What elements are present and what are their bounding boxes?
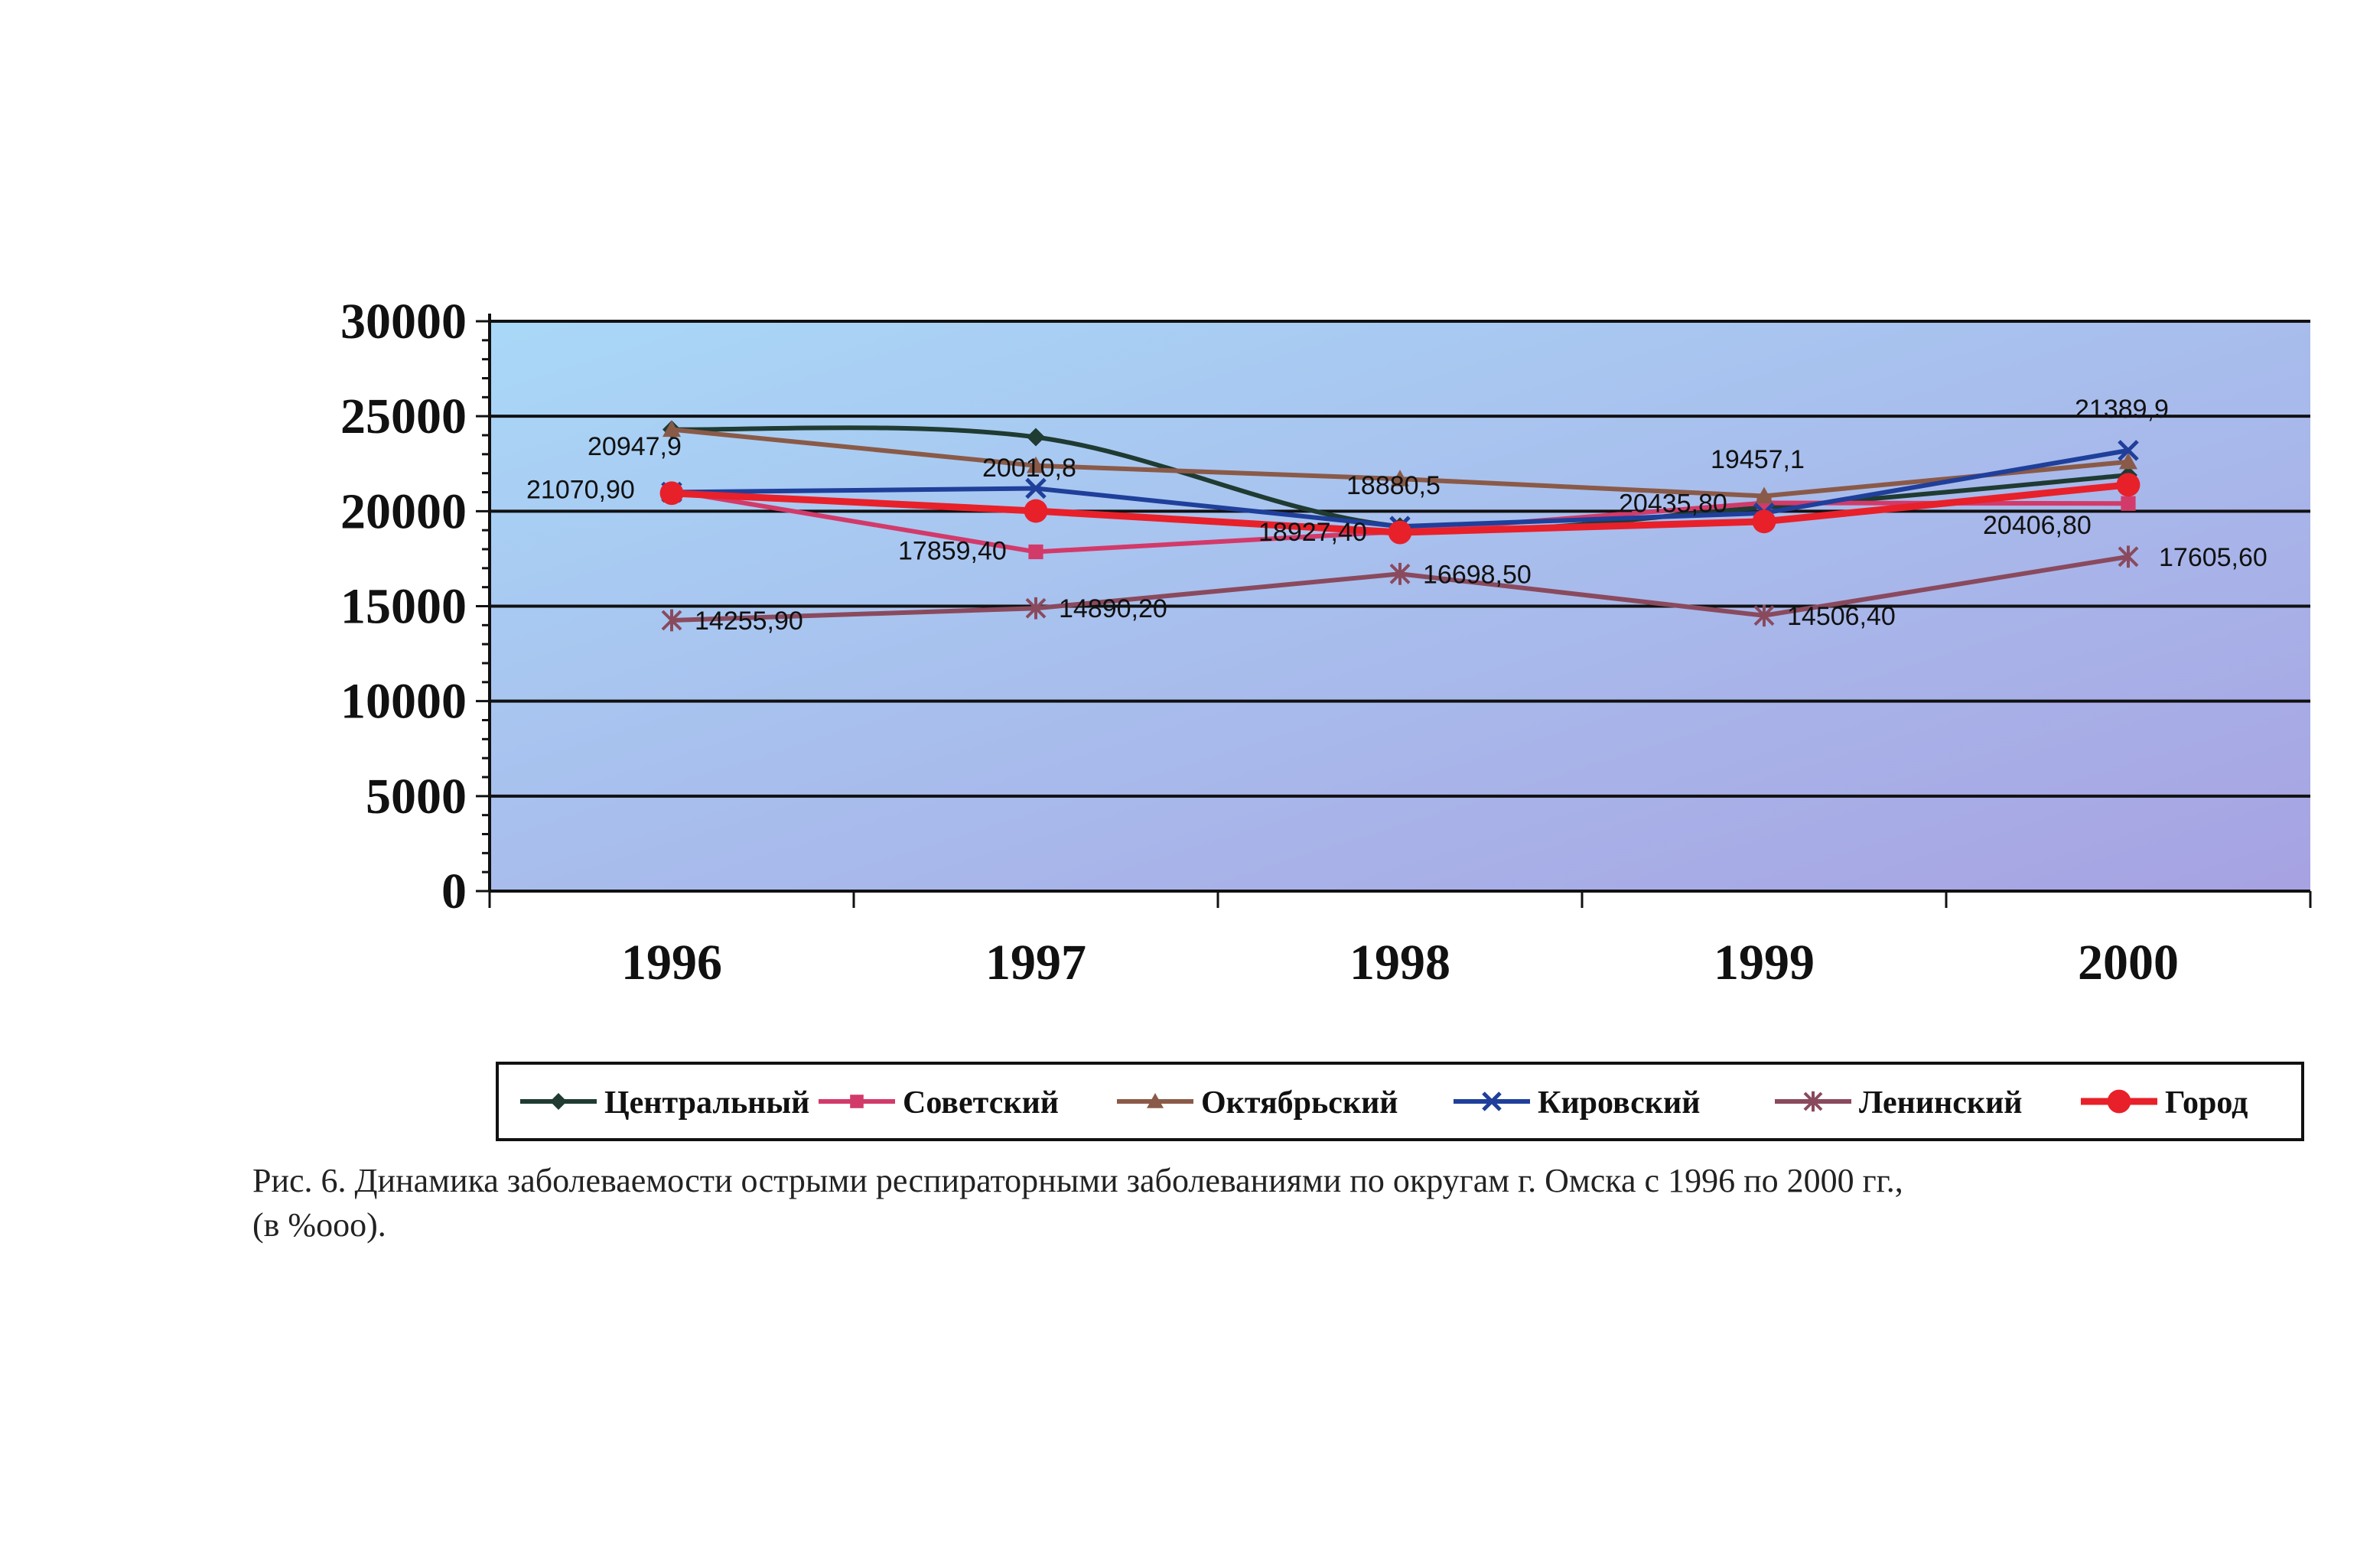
- data-point: [662, 420, 681, 438]
- data-label: 20010,8: [982, 454, 1076, 483]
- data-point: [1482, 1091, 1502, 1111]
- legend-label: Центральный: [604, 1085, 809, 1121]
- data-point: [1391, 470, 1409, 486]
- legend-label: Октябрьский: [1201, 1085, 1398, 1121]
- x-tick-label: 1997: [985, 935, 1086, 991]
- y-tick-label: 5000: [366, 769, 467, 825]
- legend-entry: Кировский: [1454, 1085, 1700, 1121]
- legend-label: Кировский: [1538, 1085, 1700, 1121]
- caption-line-1: Рис. 6. Динамика заболеваемости острыми …: [252, 1162, 1903, 1199]
- data-label: 20947,9: [588, 432, 682, 461]
- data-point: [1753, 604, 1775, 627]
- data-point: [550, 1093, 567, 1110]
- figure-caption: Рис. 6. Динамика заболеваемости острыми …: [252, 1159, 2318, 1248]
- data-point: [1755, 486, 1773, 504]
- y-tick-label: 0: [441, 864, 467, 919]
- data-label: 19457,1: [1711, 445, 1805, 474]
- data-point: [1027, 456, 1045, 473]
- data-point: [1028, 544, 1043, 560]
- y-tick-label: 10000: [340, 674, 467, 730]
- data-label: 14255,90: [695, 607, 803, 636]
- legend-entry: Город: [2081, 1085, 2248, 1121]
- data-point: [1024, 499, 1048, 523]
- series-Ленинский: [661, 545, 2139, 632]
- data-label: 14506,40: [1787, 602, 1896, 631]
- series-Город: [659, 473, 2141, 545]
- y-tick-label: 25000: [340, 389, 467, 444]
- data-point: [2119, 452, 2137, 470]
- data-label: 20406,80: [1983, 511, 2092, 540]
- data-point: [1803, 1091, 1823, 1112]
- data-point: [1025, 477, 1047, 499]
- data-label: 18927,40: [1258, 518, 1367, 547]
- legend-entry: Ленинский: [1775, 1085, 2023, 1121]
- caption-line-2: (в %ооо).: [252, 1206, 386, 1244]
- x-tick-label: 1996: [621, 935, 722, 991]
- legend-label: Советский: [903, 1085, 1059, 1121]
- x-tick-label: 1999: [1714, 935, 1815, 991]
- data-point: [1027, 428, 1045, 447]
- data-point: [661, 609, 682, 632]
- y-tick-label: 30000: [340, 294, 467, 350]
- legend-entry: Центральный: [520, 1085, 809, 1121]
- data-point: [659, 481, 684, 506]
- x-tick-label: 2000: [2078, 935, 2179, 991]
- y-tick-label: 15000: [340, 579, 467, 635]
- data-label: 17859,40: [898, 536, 1007, 565]
- data-point: [2118, 545, 2139, 568]
- data-point: [2118, 440, 2139, 461]
- data-label: 16698,50: [1423, 560, 1532, 589]
- data-label: 21389,9: [2075, 395, 2169, 424]
- data-point: [2107, 1089, 2131, 1114]
- data-label: 21070,90: [526, 476, 635, 505]
- data-point: [1025, 597, 1047, 620]
- legend-entry: Советский: [819, 1085, 1059, 1121]
- data-label: 20435,80: [1619, 490, 1727, 519]
- legend-label: Город: [2165, 1085, 2248, 1121]
- data-point: [2121, 496, 2136, 511]
- legend-label: Ленинский: [1859, 1085, 2023, 1121]
- data-point: [1388, 520, 1412, 545]
- legend-box: [496, 1062, 2304, 1141]
- data-label: 17605,60: [2159, 543, 2267, 572]
- legend-entry: Октябрьский: [1117, 1085, 1398, 1121]
- data-point: [1389, 562, 1411, 585]
- x-tick-label: 1998: [1349, 935, 1450, 991]
- data-point: [2116, 473, 2141, 497]
- data-point: [850, 1095, 864, 1108]
- data-label: 14890,20: [1059, 594, 1167, 623]
- data-label: 18880,5: [1346, 471, 1441, 500]
- data-point: [1752, 509, 1776, 534]
- y-tick-label: 20000: [340, 483, 467, 539]
- series-Октябрьский: [662, 420, 2137, 504]
- data-point: [1147, 1093, 1164, 1108]
